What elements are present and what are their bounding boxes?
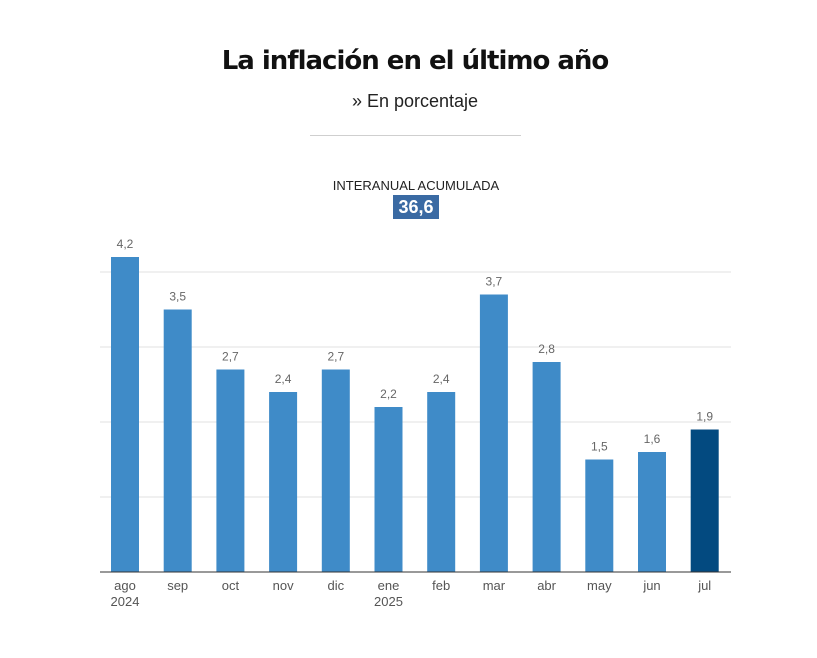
bar-value-label: 2,7: [327, 350, 344, 364]
bar: [690, 429, 719, 572]
header-divider: [310, 135, 521, 136]
x-tick-label: nov: [273, 578, 294, 593]
chart-title: La inflación en el último año: [221, 46, 610, 76]
bar-value-label: 1,6: [644, 432, 661, 446]
bar: [269, 392, 298, 572]
bar: [374, 407, 403, 572]
bar: [427, 392, 456, 572]
x-tick-label: may: [587, 578, 612, 593]
bar-value-label: 2,4: [433, 372, 450, 386]
bar: [532, 362, 561, 572]
x-tick-label: jun: [642, 578, 660, 593]
bar-value-label: 2,8: [538, 342, 555, 356]
x-tick-label: oct: [222, 578, 240, 593]
bar-value-label: 4,2: [117, 237, 134, 251]
summary-value-badge: 36,6: [393, 195, 439, 219]
bar: [111, 257, 139, 572]
x-tick-year-label: 2025: [374, 594, 403, 609]
bar: [163, 309, 192, 572]
bar: [216, 369, 245, 572]
bar-value-label: 2,2: [380, 387, 397, 401]
x-tick-label: feb: [432, 578, 450, 593]
bar-value-label: 2,7: [222, 350, 239, 364]
x-tick-label: sep: [167, 578, 188, 593]
x-tick-label: ene: [378, 578, 400, 593]
x-tick-label: ago: [114, 578, 136, 593]
summary-label: INTERANUAL ACUMULADA: [332, 178, 500, 193]
bar-value-label: 3,7: [486, 275, 503, 289]
bar: [638, 452, 666, 572]
x-tick-label: abr: [537, 578, 556, 593]
bar-value-label: 3,5: [169, 290, 186, 304]
x-tick-label: jul: [697, 578, 711, 593]
x-tick-label: dic: [327, 578, 344, 593]
x-tick-label: mar: [483, 578, 506, 593]
bar: [479, 294, 508, 572]
bar-value-label: 1,9: [696, 410, 713, 424]
bar: [321, 369, 350, 572]
x-tick-year-label: 2024: [111, 594, 140, 609]
bar-value-label: 2,4: [275, 372, 292, 386]
bar: [585, 459, 614, 572]
bar-value-label: 1,5: [591, 440, 608, 454]
chart-subtitle: » En porcentaje: [351, 91, 479, 111]
